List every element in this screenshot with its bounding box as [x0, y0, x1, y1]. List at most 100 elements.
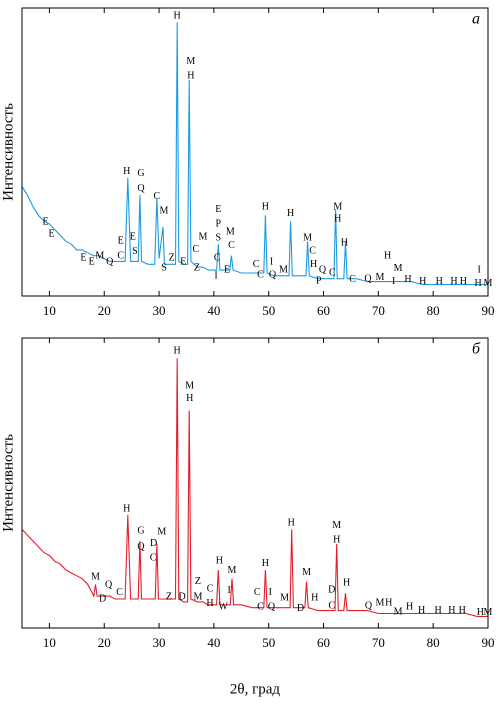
peak-label: G	[137, 525, 144, 536]
peak-label: H	[406, 601, 413, 612]
peak-label: E	[224, 264, 230, 275]
x-tick-label: 60	[317, 303, 330, 318]
peak-label: D	[178, 591, 185, 602]
peak-label: H	[174, 345, 181, 356]
peak-label: C	[254, 587, 261, 598]
peak-label: I	[269, 587, 272, 598]
panel-label: б	[472, 341, 481, 358]
peak-label: H	[311, 592, 318, 603]
peak-label: H	[288, 517, 295, 528]
x-tick-label: 20	[98, 303, 111, 318]
peak-label: H	[310, 259, 317, 270]
peak-label: Z	[169, 252, 175, 263]
peak-label: Z	[195, 576, 201, 587]
peak-label: M	[484, 278, 493, 289]
peak-label: M	[394, 606, 403, 617]
peak-label: M	[160, 205, 169, 216]
plot-frame	[21, 7, 489, 297]
peak-label: M	[394, 263, 403, 274]
peak-label: Q	[137, 183, 145, 194]
peak-label: Q	[365, 600, 373, 611]
peak-label: H	[434, 605, 441, 616]
peak-label: H	[341, 237, 348, 248]
peak-label: M	[280, 592, 289, 603]
pattern-line	[21, 22, 488, 286]
peak-label: D	[297, 603, 304, 614]
x-tick-label: 70	[372, 303, 385, 318]
peak-label: M	[226, 226, 235, 237]
peak-label: C	[257, 601, 264, 612]
peak-label: E	[215, 204, 221, 215]
x-tick-label: 10	[43, 303, 56, 318]
peak-label: Q	[105, 579, 113, 590]
peak-label: C	[192, 244, 199, 255]
peak-label: M	[194, 591, 203, 602]
peak-label: M	[376, 272, 385, 283]
x-tick-label: 80	[427, 303, 440, 318]
peak-label: Q	[269, 269, 277, 280]
peak-label: H	[287, 208, 294, 219]
pattern-line	[21, 358, 488, 617]
peak-label: M	[186, 56, 195, 67]
x-tick-label: 40	[207, 635, 220, 650]
peak-label: Q	[364, 273, 372, 284]
peak-label: M	[303, 232, 312, 243]
peak-label: D	[150, 538, 157, 549]
peak-label: I	[478, 264, 481, 275]
peak-label: E	[49, 228, 55, 239]
peak-label: E	[80, 252, 86, 263]
peak-label: H	[186, 393, 193, 404]
peak-label: C	[349, 274, 356, 285]
panel-label: а	[472, 11, 480, 28]
x-tick-label: 50	[262, 303, 275, 318]
y-axis-label: Интенсивность	[0, 103, 16, 201]
peak-label: M	[302, 567, 311, 578]
peak-label: M	[376, 597, 385, 608]
peak-label: H	[418, 605, 425, 616]
peak-label: H	[448, 605, 455, 616]
peak-label: H	[343, 577, 350, 588]
peak-label: C	[257, 269, 264, 280]
peak-label: H	[216, 555, 223, 566]
x-tick-label: 60	[317, 635, 330, 650]
y-axis-label: Интенсивность	[0, 434, 16, 532]
x-tick-label: 30	[153, 303, 166, 318]
peak-label: I	[228, 585, 231, 596]
peak-label: M	[279, 264, 288, 275]
peak-label: C	[214, 252, 221, 263]
peak-label: M	[157, 526, 166, 537]
peak-label: I	[214, 270, 217, 281]
peak-label: M	[185, 380, 194, 391]
peak-label: M	[228, 565, 237, 576]
x-tick-label: 50	[262, 635, 275, 650]
peak-label: P	[316, 275, 322, 286]
peak-label: M	[91, 571, 100, 582]
x-axis-label: 2θ, град	[230, 681, 280, 697]
x-tick-label: 30	[153, 635, 166, 650]
peak-label: M	[333, 201, 342, 212]
peak-label: Q	[268, 601, 276, 612]
peak-label: S	[161, 262, 167, 273]
peak-label: C	[253, 259, 260, 270]
peak-label: H	[460, 276, 467, 287]
peak-label: H	[206, 598, 213, 609]
peak-label: H	[262, 201, 269, 212]
peak-label: Z	[166, 591, 172, 602]
peak-label: M	[332, 520, 341, 531]
peak-label: P	[215, 218, 221, 229]
peak-label: H	[334, 213, 341, 224]
peak-label: H	[475, 278, 482, 289]
peak-label: H	[404, 274, 411, 285]
x-tick-label: 90	[482, 635, 495, 650]
peak-label: C	[329, 267, 336, 278]
peak-label: D	[328, 584, 335, 595]
peak-label: C	[117, 250, 124, 261]
peak-label: H	[459, 605, 466, 616]
peak-label: G	[137, 168, 144, 179]
peak-label: M	[198, 231, 207, 242]
peak-label: E	[43, 216, 49, 227]
peak-label: E	[89, 256, 95, 267]
